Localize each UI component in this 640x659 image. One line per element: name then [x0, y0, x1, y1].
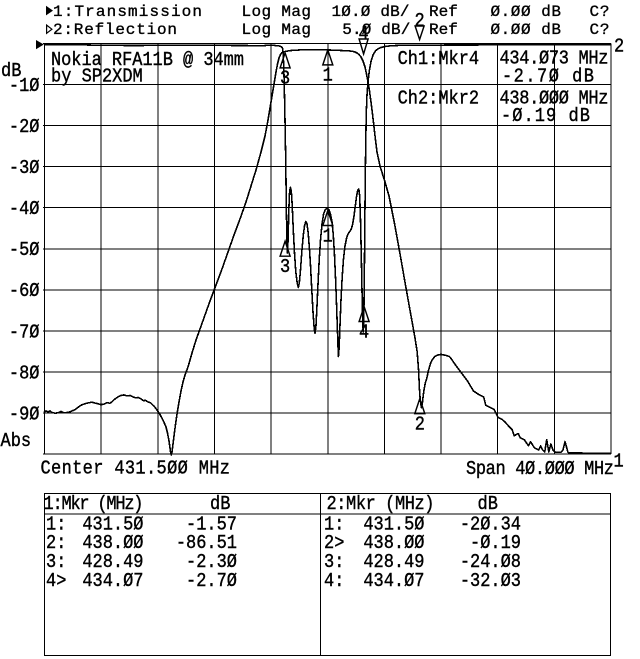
- svg-text:Center 431.5ØØ MHz: Center 431.5ØØ MHz: [41, 459, 231, 480]
- svg-text:-2Ø.34: -2Ø.34: [460, 514, 521, 535]
- svg-text:-Ø.19: -Ø.19: [470, 533, 521, 554]
- svg-text:431.5Ø: 431.5Ø: [363, 514, 424, 535]
- svg-text:3:: 3:: [324, 552, 344, 573]
- svg-text:-2Ø: -2Ø: [9, 117, 40, 138]
- svg-text:dB: dB: [210, 494, 230, 515]
- svg-text:438.ØØ: 438.ØØ: [82, 533, 143, 554]
- svg-text:2: 2: [614, 37, 624, 58]
- svg-text:438.ØØØ MHz: 438.ØØØ MHz: [500, 89, 609, 110]
- svg-text:-8Ø: -8Ø: [9, 363, 40, 384]
- svg-text:-2.3Ø: -2.3Ø: [186, 552, 237, 573]
- svg-text:Ch2:Mkr2: Ch2:Mkr2: [398, 89, 480, 110]
- svg-text:2: 2: [415, 414, 425, 435]
- svg-text:Abs: Abs: [1, 431, 32, 452]
- svg-text:1:: 1:: [324, 514, 344, 535]
- svg-text:434.Ø7: 434.Ø7: [82, 571, 143, 592]
- svg-text:-24.Ø8: -24.Ø8: [460, 552, 521, 573]
- svg-text:Ref: Ref: [429, 21, 458, 39]
- svg-text:1: 1: [323, 66, 333, 87]
- svg-text:-86.51: -86.51: [176, 533, 237, 554]
- svg-text:438.ØØ: 438.ØØ: [363, 533, 424, 554]
- svg-text:Log Mag: Log Mag: [242, 21, 312, 39]
- svg-text:2>: 2>: [324, 533, 344, 554]
- svg-text:1Ø.Ø dB/: 1Ø.Ø dB/: [332, 3, 410, 21]
- svg-text:-1Ø: -1Ø: [9, 76, 40, 97]
- svg-text:-6Ø: -6Ø: [9, 281, 40, 302]
- svg-text:4>: 4>: [46, 571, 66, 592]
- svg-text:-9Ø: -9Ø: [9, 404, 40, 425]
- svg-text:2: 2: [415, 11, 425, 32]
- svg-text:3:: 3:: [46, 552, 66, 573]
- svg-text:-3Ø: -3Ø: [9, 158, 40, 179]
- svg-text:C?: C?: [590, 21, 610, 39]
- svg-text:4: 4: [359, 24, 369, 45]
- svg-text:428.49: 428.49: [82, 552, 143, 573]
- svg-text:431.5Ø: 431.5Ø: [82, 514, 143, 535]
- svg-text:-7Ø: -7Ø: [9, 322, 40, 343]
- svg-text:-1.57: -1.57: [186, 514, 237, 535]
- svg-text:2:Reflection: 2:Reflection: [53, 21, 177, 39]
- svg-text:1:: 1:: [46, 514, 66, 535]
- svg-text:Ø.ØØ dB: Ø.ØØ dB: [491, 21, 562, 39]
- svg-text:-2.7Ø: -2.7Ø: [186, 571, 237, 592]
- svg-text:Span 4Ø.ØØØ MHz: Span 4Ø.ØØØ MHz: [466, 459, 614, 480]
- svg-text:Ø.ØØ dB: Ø.ØØ dB: [491, 3, 562, 21]
- svg-text:1:Transmission: 1:Transmission: [53, 3, 202, 21]
- svg-text:-5Ø: -5Ø: [9, 240, 40, 261]
- svg-text:Log Mag: Log Mag: [242, 3, 312, 21]
- svg-text:2:: 2:: [46, 533, 66, 554]
- svg-text:434.Ø7: 434.Ø7: [363, 571, 424, 592]
- svg-text:C?: C?: [590, 3, 610, 21]
- svg-text:dB: dB: [478, 494, 498, 515]
- svg-text:-32.Ø3: -32.Ø3: [460, 571, 521, 592]
- svg-text:4: 4: [359, 322, 369, 343]
- svg-text:Ch1:Mkr4: Ch1:Mkr4: [398, 49, 480, 70]
- svg-text:3: 3: [280, 69, 290, 90]
- svg-text:by SP2XDM: by SP2XDM: [51, 66, 143, 87]
- svg-text:-4Ø: -4Ø: [9, 199, 40, 220]
- svg-text:3: 3: [280, 257, 290, 278]
- svg-text:4:: 4:: [324, 571, 344, 592]
- svg-text:1:Mkr (MHz): 1:Mkr (MHz): [44, 494, 144, 515]
- svg-text:2:Mkr (MHz): 2:Mkr (MHz): [327, 494, 435, 515]
- svg-text:-Ø.19 dB: -Ø.19 dB: [501, 106, 590, 127]
- svg-text:dB: dB: [1, 61, 21, 82]
- svg-text:434.Ø73 MHz: 434.Ø73 MHz: [500, 49, 609, 70]
- svg-text:5.Ø dB/: 5.Ø dB/: [342, 21, 410, 39]
- svg-text:1: 1: [323, 226, 333, 247]
- svg-text:1: 1: [614, 452, 624, 473]
- svg-text:Ref: Ref: [429, 3, 458, 21]
- svg-text:-2.7Ø dB: -2.7Ø dB: [502, 67, 594, 88]
- svg-text:428.49: 428.49: [363, 552, 424, 573]
- svg-text:Nokia RFA11B @ 34mm: Nokia RFA11B @ 34mm: [51, 50, 244, 71]
